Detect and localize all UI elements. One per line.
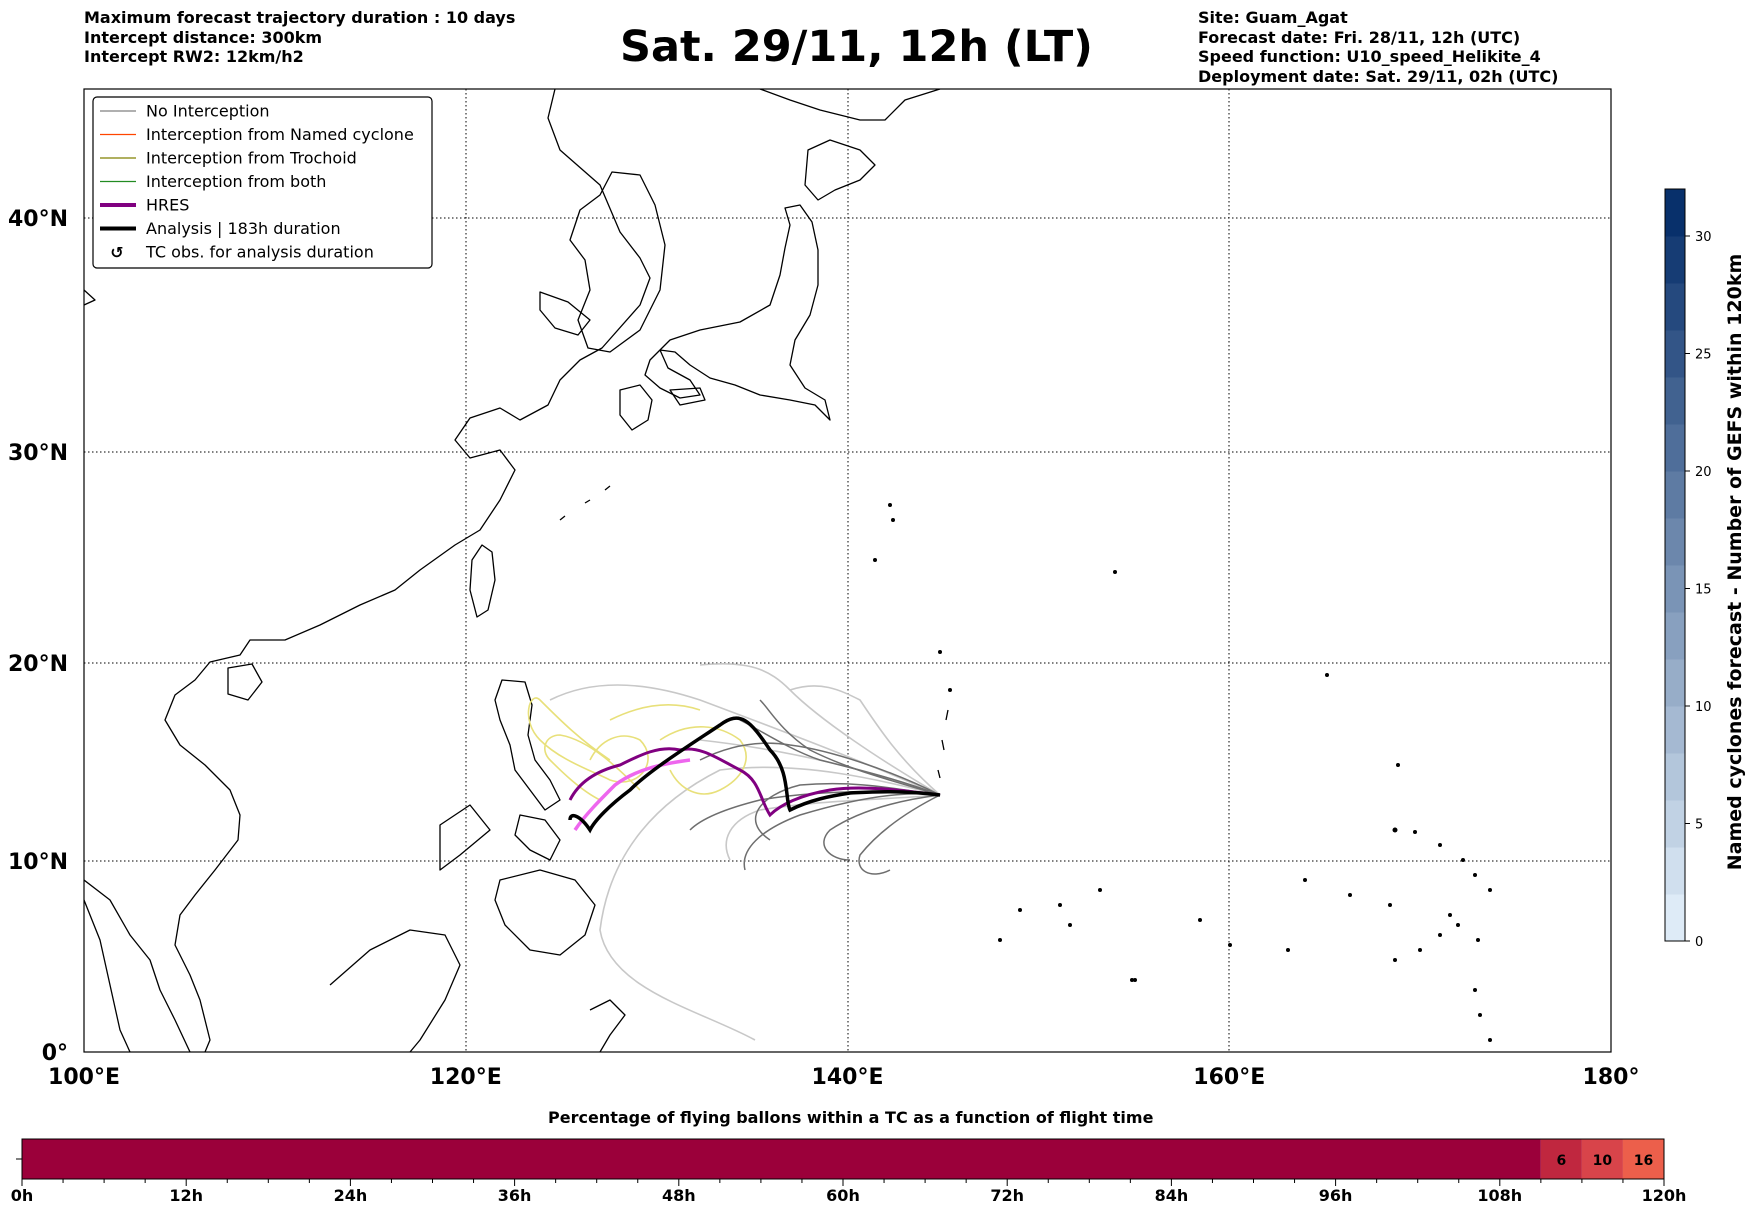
legend-box xyxy=(92,96,433,269)
speed-function-text: Speed function: U10_speed_Helikite_4 xyxy=(1198,47,1541,66)
colorbar-cell xyxy=(1665,847,1685,895)
flight-bar-segment-label: 6 xyxy=(1557,1153,1567,1169)
legend-label: HRES xyxy=(146,196,189,215)
intercept-rw2-text: Intercept RW2: 12km/h2 xyxy=(84,47,304,66)
colorbar-tick-label: 5 xyxy=(1695,818,1703,833)
intercept-distance-text: Intercept distance: 300km xyxy=(84,27,323,47)
flight-bar-segment xyxy=(1540,1139,1582,1179)
colorbar: 0 5 10 15 20 25 30 Named cyclones forecast - N… xyxy=(1664,188,1746,950)
legend: No Interception Interception from Named c… xyxy=(92,96,433,269)
flight-time-bar: 6 10 16 0h 12h 24h 36h 48h 60h 72h 84h 96h 108h 120h xyxy=(11,1138,1687,1205)
longitude-tick-label: 140°E xyxy=(812,1065,884,1090)
flight-bar-segment-label: 10 xyxy=(1593,1153,1613,1169)
analysis-trajectory xyxy=(568,716,941,834)
flight-bar-tick-label: 24h xyxy=(334,1186,368,1205)
map-frame xyxy=(83,88,1612,1053)
colorbar-label: Named cyclones forecast - Number of GEFS… xyxy=(1724,254,1746,871)
flight-bar-tick-label: 120h xyxy=(1642,1186,1687,1205)
legend-item: Interception from Trochoid xyxy=(100,149,357,168)
colorbar-cell xyxy=(1665,800,1685,848)
tc-obs-marker-icon: ↺ xyxy=(110,243,123,262)
legend-label: Analysis | 183h duration xyxy=(146,219,341,238)
deployment-date-text: Deployment date: Sat. 29/11, 02h (UTC) xyxy=(1198,66,1559,86)
colorbar-cell xyxy=(1665,236,1685,284)
latitude-tick-label: 0° xyxy=(42,1041,68,1066)
flight-bar-tick-label: 0h xyxy=(11,1186,34,1205)
legend-item: No Interception xyxy=(100,102,270,121)
legend-item: ↺ TC obs. for analysis duration xyxy=(110,243,374,263)
coastlines xyxy=(84,89,949,1052)
colorbar-cell xyxy=(1665,518,1685,566)
flight-bar-tick-label: 12h xyxy=(169,1186,203,1205)
site-text: Site: Guam_Agat xyxy=(1198,8,1348,27)
flight-bar-segment-label: 16 xyxy=(1634,1153,1653,1169)
colorbar-frame xyxy=(1664,188,1686,942)
legend-item: Analysis | 183h duration xyxy=(100,219,341,238)
header-right-info: Site: Guam_Agat Forecast date: Fri. 28/1… xyxy=(1198,8,1558,86)
flight-bar-tick-label: 84h xyxy=(1155,1186,1189,1205)
longitude-tick-label: 120°E xyxy=(430,1065,502,1090)
hres-trajectory-light xyxy=(573,758,691,831)
max-duration-text: Maximum forecast trajectory duration : 1… xyxy=(84,8,516,27)
legend-item: Interception from both xyxy=(100,172,326,191)
flight-bar-segment xyxy=(1581,1139,1623,1179)
colorbar-tick-label: 25 xyxy=(1695,348,1712,363)
flight-bar-segment xyxy=(1622,1139,1664,1179)
colorbar-tick-label: 20 xyxy=(1695,465,1712,480)
flight-bar-tick-label: 72h xyxy=(990,1186,1024,1205)
colorbar-tick-label: 15 xyxy=(1695,583,1712,598)
colorbar-cell xyxy=(1665,753,1685,801)
small-islands xyxy=(873,503,1492,1042)
flight-bar-tick-label: 48h xyxy=(662,1186,696,1205)
colorbar-cell xyxy=(1665,377,1685,425)
flight-bar-title: Percentage of flying ballons within a TC… xyxy=(548,1108,1154,1127)
colorbar-cell xyxy=(1665,283,1685,331)
latitude-tick-label: 10°N xyxy=(8,850,68,875)
map-gridlines xyxy=(84,89,1611,1052)
legend-label: Interception from Trochoid xyxy=(146,149,357,168)
colorbar-cell xyxy=(1665,424,1685,472)
latitude-tick-label: 20°N xyxy=(8,652,68,677)
legend-label: TC obs. for analysis duration xyxy=(145,243,374,262)
colorbar-cell xyxy=(1665,706,1685,754)
legend-item: Interception from Named cyclone xyxy=(100,125,414,144)
hres-trajectory xyxy=(568,747,941,818)
legend-label: Interception from Named cyclone xyxy=(146,125,414,144)
colorbar-cell xyxy=(1665,189,1685,237)
colorbar-cell xyxy=(1665,330,1685,378)
longitude-tick-label: 180° xyxy=(1583,1065,1640,1090)
longitude-tick-label: 160°E xyxy=(1193,1065,1265,1090)
colorbar-tick-label: 10 xyxy=(1695,700,1712,715)
gefs-trajectories-yellow xyxy=(527,697,747,801)
colorbar-cell xyxy=(1665,471,1685,519)
latitude-tick-label: 40°N xyxy=(8,207,68,232)
map-title: Sat. 29/11, 12h (LT) xyxy=(620,22,1093,72)
flight-bar-tick-label: 36h xyxy=(498,1186,532,1205)
flight-bar-tick-label: 60h xyxy=(826,1186,860,1205)
legend-item: HRES xyxy=(100,196,189,215)
colorbar-cell xyxy=(1665,612,1685,660)
flight-bar-tick-label: 96h xyxy=(1319,1186,1353,1205)
colorbar-cell xyxy=(1665,894,1685,942)
colorbar-cell xyxy=(1665,565,1685,613)
longitude-tick-label: 100°E xyxy=(48,1065,120,1090)
colorbar-cell xyxy=(1665,659,1685,707)
forecast-date-text: Forecast date: Fri. 28/11, 12h (UTC) xyxy=(1198,27,1521,47)
flight-bar-segment xyxy=(22,1139,1541,1179)
colorbar-tick-label: 30 xyxy=(1695,230,1712,245)
gefs-trajectories-gray xyxy=(689,699,941,875)
latitude-tick-label: 30°N xyxy=(8,441,68,466)
flight-bar-tick-label: 108h xyxy=(1477,1186,1522,1205)
colorbar-tick-label: 0 xyxy=(1695,935,1703,950)
legend-label: Interception from both xyxy=(146,172,326,191)
legend-label: No Interception xyxy=(146,102,270,121)
header-left-info: Maximum forecast trajectory duration : 1… xyxy=(84,8,515,67)
